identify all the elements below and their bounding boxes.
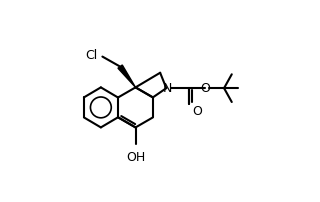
Text: O: O: [201, 82, 211, 95]
Text: OH: OH: [126, 150, 145, 164]
Text: O: O: [193, 105, 202, 118]
Polygon shape: [118, 65, 136, 87]
Text: N: N: [162, 82, 172, 95]
Text: Cl: Cl: [85, 48, 98, 62]
